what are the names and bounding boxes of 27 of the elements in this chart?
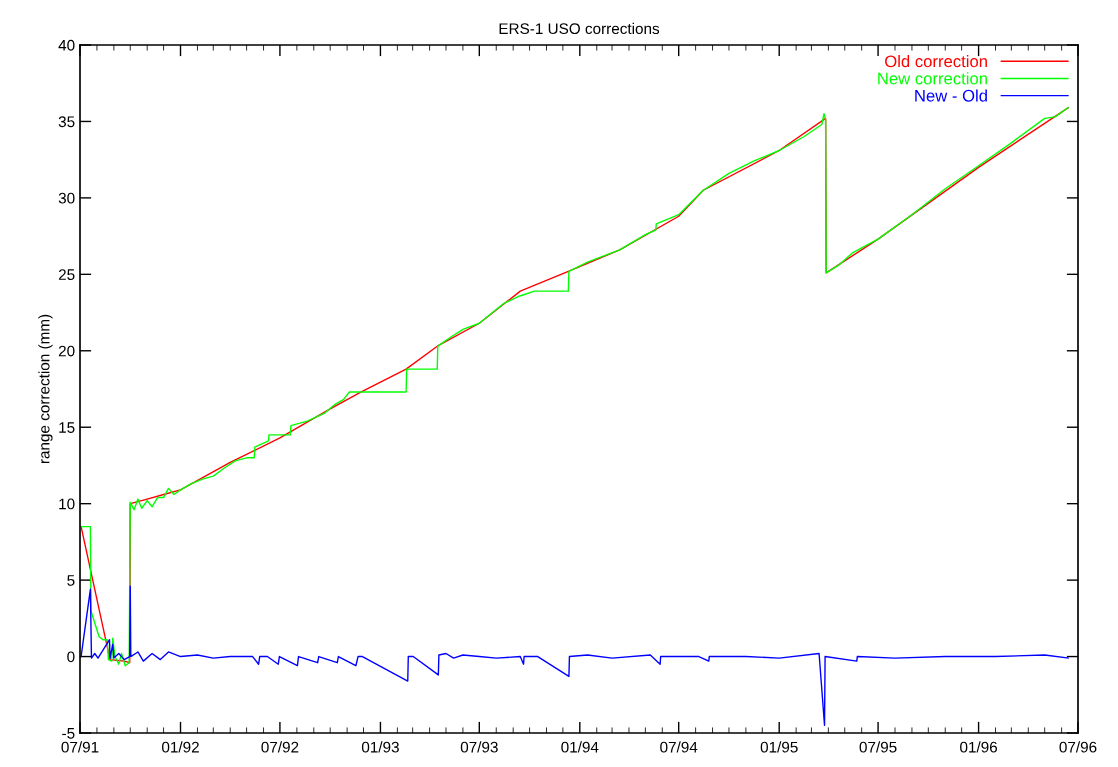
legend-label: Old correction	[885, 55, 987, 68]
x-tick-label: 07/91	[61, 741, 99, 753]
x-tick-label: 01/94	[561, 741, 599, 753]
x-tick-label: 07/94	[660, 741, 698, 753]
y-tick-label: 5	[67, 575, 75, 586]
x-tick-label: 01/95	[760, 741, 798, 753]
y-tick-label: 25	[58, 269, 75, 281]
y-tick-label: 0	[67, 651, 75, 663]
y-tick-label: 35	[58, 116, 75, 128]
legend-label: New correction	[878, 72, 987, 85]
y-tick-label: -5	[62, 728, 75, 739]
x-tick-label: 07/95	[859, 741, 897, 753]
x-tick-label: 07/93	[460, 741, 498, 753]
y-tick-label: 20	[58, 345, 75, 357]
line-series	[80, 585, 1069, 727]
y-tick-label: 10	[59, 498, 75, 510]
x-tick-label: 01/93	[361, 741, 399, 753]
y-axis-title: range correction (mm)	[38, 314, 53, 464]
y-tick-label: 30	[58, 192, 75, 204]
x-tick-label: 07/92	[261, 741, 299, 753]
x-tick-label: 01/96	[960, 741, 998, 753]
x-tick-label: 07/96	[1059, 741, 1097, 753]
chart-title: ERS-1 USO corrections	[499, 22, 660, 35]
y-tick-label: 40	[58, 39, 75, 51]
y-tick-label: 15	[59, 422, 75, 433]
legend-label: New - Old	[915, 89, 987, 102]
x-tick-label: 01/92	[161, 741, 199, 753]
